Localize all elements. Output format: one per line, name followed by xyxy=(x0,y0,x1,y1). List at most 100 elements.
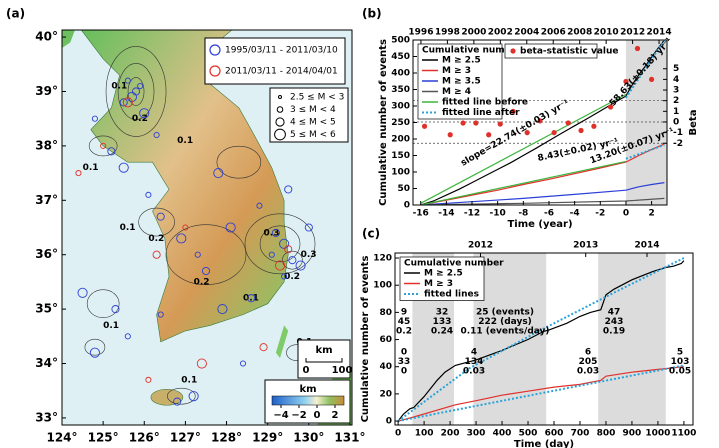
epicenter xyxy=(213,168,224,179)
series-line xyxy=(397,366,684,422)
legend-symbol xyxy=(275,117,285,127)
panel-label: (b) xyxy=(362,7,382,21)
series-line xyxy=(625,40,666,160)
epicenter xyxy=(256,202,263,209)
legend-label: M ≥ 3 xyxy=(424,279,453,289)
series-line xyxy=(397,257,685,423)
epicenter xyxy=(145,376,152,383)
interval-stat: 205 xyxy=(579,357,598,367)
legend-title: Cumulative number xyxy=(404,259,504,269)
epicenter xyxy=(182,224,189,231)
y-tick-label: 39° xyxy=(35,84,58,98)
legend-label: M ≥ 4 xyxy=(442,87,471,97)
contour xyxy=(259,225,301,263)
legend-label: 2011/03/11 - 2014/04/01 xyxy=(225,67,338,77)
interval-stat: 32 xyxy=(436,308,449,318)
interval-stat: 9 xyxy=(401,308,407,318)
colorbar-tick: 2 xyxy=(332,410,339,421)
x-tick-label: -4 xyxy=(570,209,580,219)
epicenter xyxy=(139,108,150,119)
x2-tick-label: 2012 xyxy=(620,28,645,38)
contour-label: 0.1 xyxy=(103,321,119,331)
x2-tick-label: 2000 xyxy=(461,28,486,38)
legend-label: 1995/03/11 - 2011/03/10 xyxy=(225,46,338,56)
interval-stat: 0 xyxy=(401,367,407,377)
x-tick-label: -10 xyxy=(490,209,506,219)
interval-stat: 5 xyxy=(677,348,683,358)
contour-label: 0.2 xyxy=(148,234,164,244)
contour xyxy=(216,145,262,179)
y-tick-label: 35° xyxy=(35,302,58,316)
epicenter xyxy=(145,191,152,198)
x2-tick-label: 2006 xyxy=(541,28,566,38)
beta-point xyxy=(510,108,516,114)
epicenter xyxy=(137,82,144,90)
legend-label: M ≥ 3 xyxy=(442,66,471,76)
y-tick-label: 0 xyxy=(386,417,392,427)
epicenter xyxy=(173,397,182,406)
x-axis-label: Time (day) xyxy=(514,439,574,448)
shaded-interval xyxy=(598,253,666,425)
x-tick-label: -2 xyxy=(595,209,605,219)
series-line xyxy=(420,182,665,205)
legend-label: fitted line before xyxy=(442,98,528,108)
series-line xyxy=(420,40,665,205)
beta-point xyxy=(578,127,584,134)
x-tick-label: -16 xyxy=(413,209,429,219)
y2-tick-label: -2 xyxy=(673,139,683,149)
legend-label: 3 ≤ M < 4 xyxy=(290,105,336,115)
land xyxy=(80,30,289,343)
y-tick-label: 80 xyxy=(379,308,392,318)
x-tick-label: 128° xyxy=(211,431,242,445)
epicenter xyxy=(100,142,107,149)
y-tick-label: 37° xyxy=(35,193,58,207)
y2-tick-label: -1 xyxy=(673,128,683,138)
legend-label: fitted line after xyxy=(442,108,520,118)
y2-tick-label: 4 xyxy=(673,75,679,85)
x2-tick-label: 2012 xyxy=(468,241,493,251)
x2-tick-label: 2002 xyxy=(488,28,513,38)
colorbar-tick: −4 xyxy=(273,410,288,421)
series-line xyxy=(397,260,685,422)
beta-point xyxy=(486,132,492,138)
x-tick-label: 200 xyxy=(441,429,460,439)
epicenter xyxy=(295,260,306,271)
x2-tick-label: 2008 xyxy=(567,28,592,38)
beta-point xyxy=(421,123,428,129)
beta-point xyxy=(623,78,629,85)
x-axis-label: Time (year) xyxy=(507,219,572,230)
legend-label: beta-statistic value xyxy=(520,47,619,57)
x-tick-label: 1000 xyxy=(645,429,670,439)
x2-tick-label: 2014 xyxy=(634,241,659,251)
interval-stat: 243 xyxy=(605,317,624,327)
legend-label: M ≥ 2.5 xyxy=(442,56,481,66)
land xyxy=(62,30,75,48)
epicenter xyxy=(188,391,199,402)
epicenter xyxy=(274,260,286,271)
contour xyxy=(166,387,196,405)
interval-stat: 134 xyxy=(465,357,484,367)
epicenter xyxy=(77,287,88,298)
beta-point xyxy=(524,130,530,136)
x-tick-label: 1100 xyxy=(671,429,696,439)
y-tick-label: 50 xyxy=(397,184,410,194)
series-line xyxy=(420,143,665,205)
y-tick-label: 450 xyxy=(391,52,410,62)
x-tick-label: 126° xyxy=(129,431,160,445)
epicenter xyxy=(201,266,211,276)
x2-tick-label: 2010 xyxy=(594,28,619,38)
beta-point xyxy=(497,121,503,127)
interval-stat: 0.03 xyxy=(463,367,485,377)
x2-tick-label: 2004 xyxy=(514,28,539,38)
scale-box xyxy=(297,339,351,379)
y-tick-label: 34° xyxy=(35,356,58,370)
contour xyxy=(127,77,145,106)
interval-stat: 0.2 xyxy=(396,327,412,337)
legend-symbol xyxy=(274,128,286,141)
x2-tick-label: 2013 xyxy=(573,241,598,251)
beta-point xyxy=(591,123,597,129)
y-tick-label: 300 xyxy=(391,102,410,112)
legend-label: fitted lines xyxy=(424,290,479,300)
epicenter xyxy=(91,115,98,122)
interval-stat: 0.11 (events/day) xyxy=(460,327,549,337)
